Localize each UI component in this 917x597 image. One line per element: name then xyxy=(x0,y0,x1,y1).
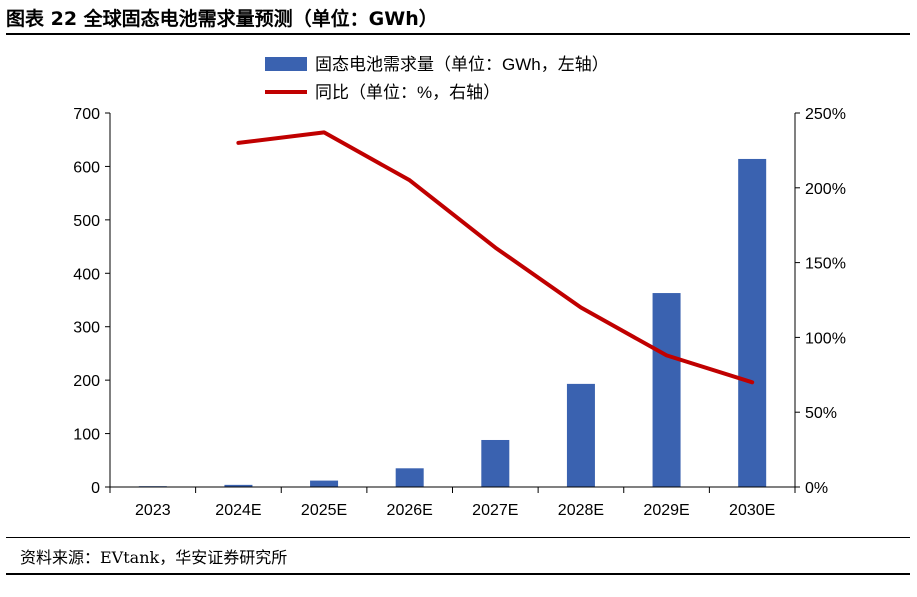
left-tick-label: 100 xyxy=(73,427,100,444)
left-tick-label: 600 xyxy=(73,159,100,176)
right-tick-label: 100% xyxy=(805,330,846,347)
right-tick-label: 50% xyxy=(805,405,837,422)
x-tick-label: 2030E xyxy=(729,502,775,519)
x-tick-label: 2025E xyxy=(301,502,347,519)
source-note: 资料来源：EVtank，华安证券研究所 xyxy=(20,548,288,567)
top-rule xyxy=(6,33,910,35)
right-tick-label: 200% xyxy=(805,181,846,198)
bar-2028E xyxy=(566,383,595,487)
x-tick-label: 2029E xyxy=(643,502,689,519)
left-tick-label: 300 xyxy=(73,320,100,337)
legend-bar-swatch xyxy=(265,57,307,71)
x-tick-label: 2023 xyxy=(135,502,171,519)
bar-2030E xyxy=(738,158,767,487)
left-tick-label: 200 xyxy=(73,373,100,390)
x-tick-label: 2028E xyxy=(558,502,604,519)
left-tick-label: 500 xyxy=(73,213,100,230)
yoy-line xyxy=(236,130,755,385)
right-tick-label: 250% xyxy=(805,106,846,123)
legend-bar-label: 固态电池需求量（单位：GWh，左轴） xyxy=(315,55,609,74)
left-tick-label: 400 xyxy=(73,266,100,283)
legend-line-label: 同比（单位：%，右轴） xyxy=(315,83,500,102)
bar-2024E xyxy=(224,484,253,487)
left-tick-label: 0 xyxy=(91,480,100,497)
x-tick-label: 2024E xyxy=(215,502,261,519)
middle-rule xyxy=(6,537,910,538)
bar-2027E xyxy=(481,439,510,487)
bar-2029E xyxy=(652,293,681,487)
chart-title: 图表 22 全球固态电池需求量预测（单位：GWh） xyxy=(6,8,438,30)
bar-2025E xyxy=(310,480,339,487)
right-tick-label: 0% xyxy=(805,480,828,497)
right-tick-label: 150% xyxy=(805,256,846,273)
bar-2026E xyxy=(395,468,424,487)
x-tick-label: 2026E xyxy=(387,502,433,519)
left-tick-label: 700 xyxy=(73,106,100,123)
bottom-rule xyxy=(6,573,910,575)
x-tick-label: 2027E xyxy=(472,502,518,519)
